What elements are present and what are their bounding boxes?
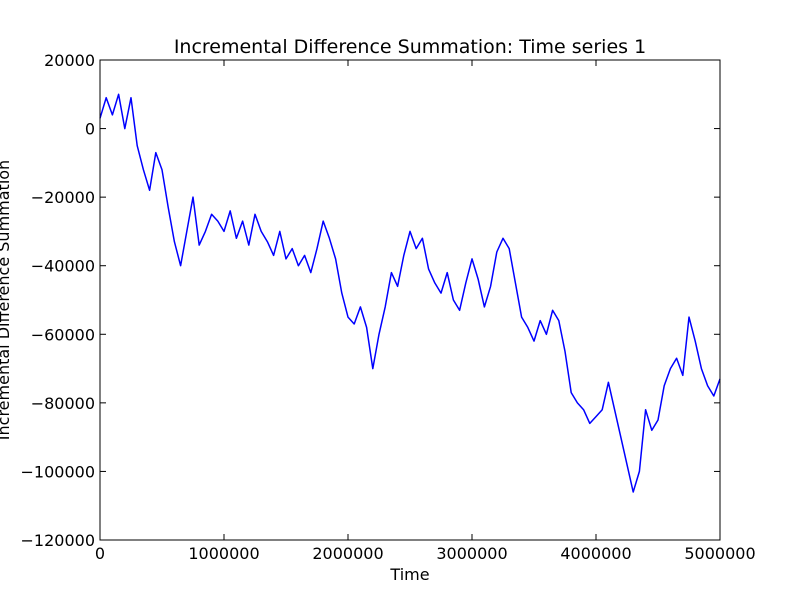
chart-title: Incremental Difference Summation: Time s… xyxy=(174,36,646,58)
y-axis: 20000 0 −20000 −40000 −60000 −80000 −100000 −12… xyxy=(21,51,720,550)
y-axis-label: Incremental Difference Summation xyxy=(0,160,13,440)
y-tick-label: −40000 xyxy=(31,257,95,276)
y-tick-label: 20000 xyxy=(44,51,95,70)
x-tick-label: 2000000 xyxy=(312,544,383,563)
y-tick-label: 0 xyxy=(85,120,95,139)
y-tick-label: −120000 xyxy=(21,531,95,550)
x-tick-label: 4000000 xyxy=(560,544,631,563)
series-line xyxy=(99,93,721,493)
x-axis-label: Time xyxy=(389,565,429,584)
x-tick-label: 1000000 xyxy=(188,544,259,563)
y-tick-label: −100000 xyxy=(21,462,95,481)
x-tick-label: 5000000 xyxy=(684,544,755,563)
y-tick-label: −20000 xyxy=(31,188,95,207)
y-tick-label: −60000 xyxy=(31,325,95,344)
plot-frame xyxy=(99,59,721,541)
y-tick-label: −80000 xyxy=(31,394,95,413)
plot-area xyxy=(99,93,721,493)
x-tick-label: 0 xyxy=(95,544,105,563)
x-tick-label: 3000000 xyxy=(436,544,507,563)
x-axis: 0 1000000 2000000 3000000 4000000 5000000 xyxy=(95,60,756,563)
